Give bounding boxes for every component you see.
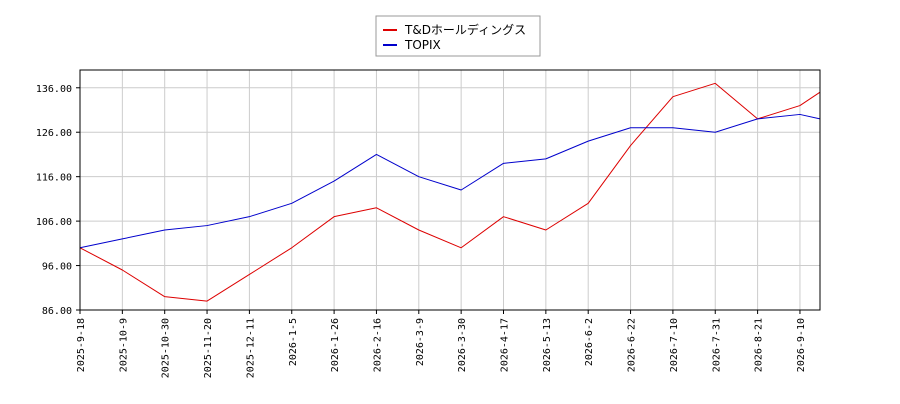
x-tick-label: 2025-10-30 xyxy=(161,318,172,378)
legend: T&Dホールディングス TOPIX xyxy=(375,15,541,57)
y-tick-label: 86.00 xyxy=(42,306,72,317)
y-tick-label: 136.00 xyxy=(36,84,72,95)
x-tick-label: 2026-7-10 xyxy=(669,318,680,372)
y-tick-label: 116.00 xyxy=(36,173,72,184)
x-tick-label: 2025-11-20 xyxy=(203,318,214,378)
y-axis: 86.00 96.00 106.00 116.00 126.00 136.00 xyxy=(36,84,80,317)
x-tick-label: 2026-3-9 xyxy=(415,318,426,366)
x-tick-label: 2026-9-10 xyxy=(796,318,807,372)
series-line-topix xyxy=(79,113,821,249)
series-line-td-holdings xyxy=(79,82,821,302)
x-tick-label: 2026-4-17 xyxy=(500,318,511,372)
y-tick-label: 106.00 xyxy=(36,217,72,228)
x-tick-label: 2026-8-21 xyxy=(754,318,765,372)
y-tick-label: 96.00 xyxy=(42,262,72,273)
x-tick-label: 2026-5-13 xyxy=(542,318,553,372)
x-tick-label: 2026-1-5 xyxy=(288,318,299,366)
x-tick-label: 2026-7-31 xyxy=(711,318,722,372)
x-tick-label: 2025-9-18 xyxy=(76,318,87,372)
x-tick-label: 2026-2-16 xyxy=(372,318,383,372)
legend-box xyxy=(375,15,541,57)
series-layer xyxy=(79,82,821,302)
x-tick-label: 2026-1-26 xyxy=(330,318,341,372)
x-tick-label: 2026-3-30 xyxy=(457,318,468,372)
x-axis: 2025-9-18 2025-10-9 2025-10-30 2025-11-20 20… xyxy=(76,310,807,378)
legend-label-td: T&Dホールディングス xyxy=(404,22,526,37)
grid-lines xyxy=(79,70,820,311)
x-tick-label: 2025-12-11 xyxy=(245,318,256,378)
y-tick-label: 126.00 xyxy=(36,128,72,139)
x-tick-label: 2025-10-9 xyxy=(118,318,129,372)
legend-label-topix: TOPIX xyxy=(404,38,441,52)
x-tick-label: 2026-6-22 xyxy=(627,318,638,372)
plot-frame xyxy=(79,69,821,311)
x-tick-label: 2026-6-2 xyxy=(584,318,595,366)
